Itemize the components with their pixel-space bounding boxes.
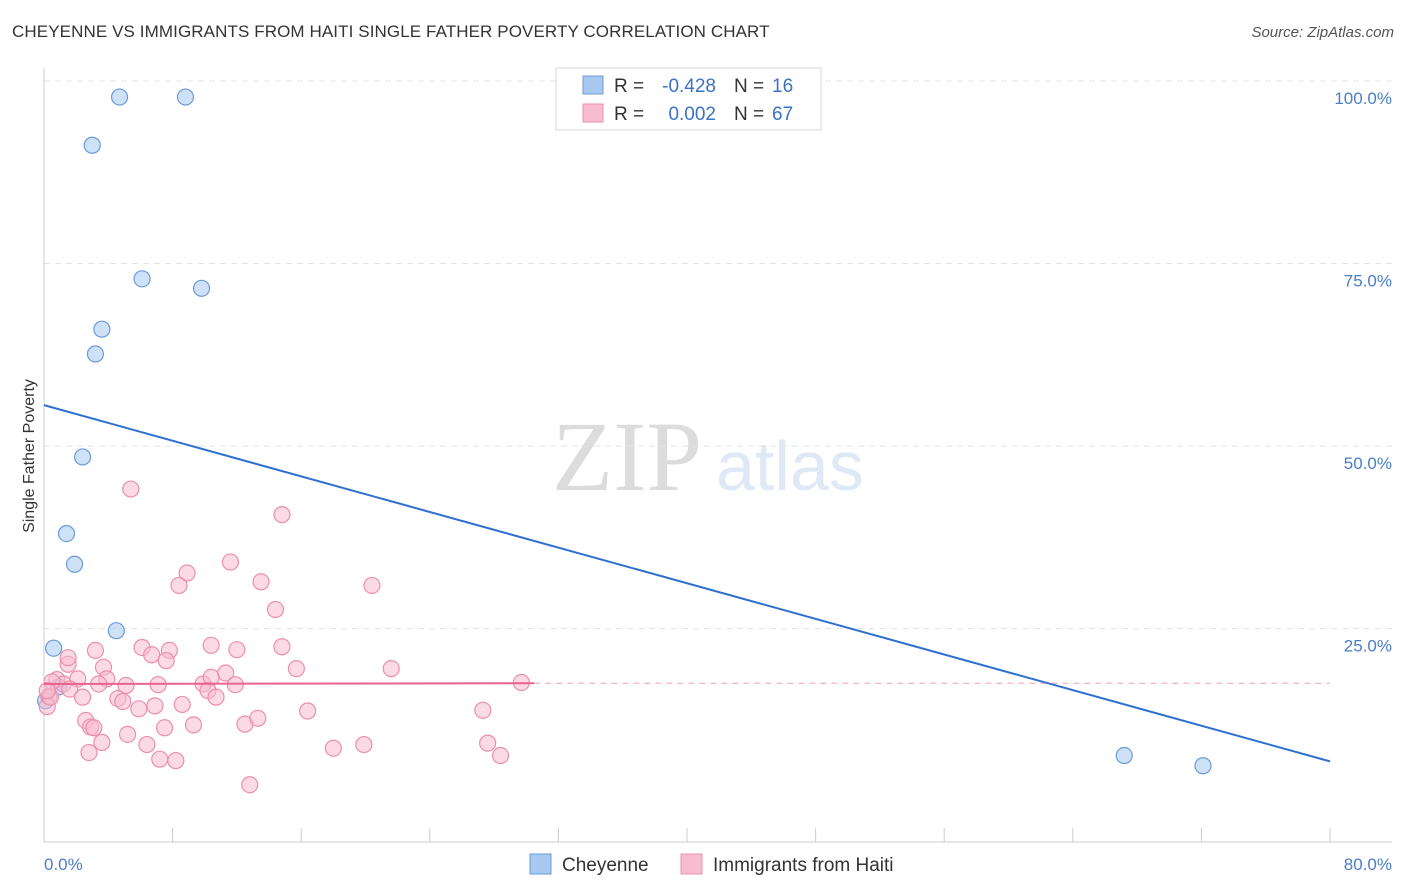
haiti-point: [207, 688, 225, 706]
haiti-point: [491, 746, 510, 765]
haiti-point: [252, 573, 270, 591]
haiti-point: [266, 600, 285, 619]
legend-swatch: [582, 103, 604, 123]
haiti-point: [170, 576, 188, 595]
cheyenne-point: [65, 555, 84, 573]
bottom-legend-swatch: [680, 853, 703, 875]
legend-r-label: R =: [614, 76, 644, 97]
cheyenne-point: [192, 279, 211, 297]
haiti-point: [173, 695, 191, 714]
cheyenne-point: [176, 88, 195, 106]
trend-lines: [43, 404, 1331, 763]
cheyenne-point: [110, 88, 129, 106]
chart-title: CHEYENNE VS IMMIGRANTS FROM HAITI SINGLE…: [12, 22, 770, 41]
haiti-point: [38, 681, 56, 700]
haiti-point: [151, 750, 169, 768]
haiti-point: [61, 680, 79, 698]
bottom-legend-swatch: [529, 853, 552, 875]
y-tick-label: 50.0%: [1344, 454, 1392, 473]
cheyenne-point: [86, 345, 105, 363]
haiti-point: [474, 701, 492, 719]
haiti-point: [146, 697, 164, 715]
haiti-point: [273, 638, 291, 656]
haiti-point: [226, 676, 244, 694]
y-axis-label: Single Father Poverty: [21, 379, 38, 533]
haiti-point: [138, 735, 156, 754]
data-points: [37, 88, 1212, 794]
haiti-point: [122, 480, 140, 498]
source-label: Source: ZipAtlas.com: [1251, 24, 1394, 41]
haiti-point: [324, 739, 342, 757]
haiti-point: [80, 743, 98, 762]
legend-swatch: [582, 75, 604, 95]
cheyenne-point: [107, 622, 125, 640]
haiti-point: [117, 676, 135, 695]
bottom-legend-label: Immigrants from Haiti: [713, 855, 894, 876]
haiti-point: [59, 649, 77, 667]
haiti-trend-line: [43, 682, 535, 685]
haiti-point: [86, 641, 105, 660]
cheyenne-point: [1194, 757, 1212, 775]
cheyenne-point: [133, 270, 151, 288]
legend-n-value: 67: [772, 104, 793, 125]
haiti-point: [221, 553, 240, 571]
haiti-point: [479, 734, 497, 752]
y-tick-label: 25.0%: [1344, 637, 1392, 656]
haiti-point: [155, 719, 174, 737]
x-tick-label: 80.0%: [1344, 855, 1392, 874]
y-tick-label: 75.0%: [1344, 272, 1392, 291]
haiti-point: [241, 776, 259, 794]
cheyenne-point: [45, 639, 63, 657]
legend: R = -0.428 N = 16 R = 0.002 N = 67: [555, 67, 822, 131]
legend-r-value: 0.002: [668, 104, 716, 125]
grid: [44, 80, 1392, 629]
haiti-point: [178, 564, 196, 582]
haiti-point: [287, 660, 305, 678]
cheyenne-point: [1115, 746, 1133, 765]
haiti-point: [363, 576, 381, 595]
watermark-zip: ZIP: [552, 401, 702, 512]
cheyenne-point: [57, 524, 76, 543]
haiti-point: [202, 636, 220, 654]
haiti-point: [273, 506, 291, 524]
bottom-legend-label: Cheyenne: [562, 855, 649, 876]
haiti-point: [184, 716, 203, 734]
haiti-point: [249, 709, 267, 727]
legend-r-value: -0.428: [662, 76, 716, 97]
cheyenne-point: [93, 320, 111, 338]
haiti-point: [93, 733, 111, 751]
legend-r-label: R =: [614, 104, 644, 125]
cheyenne-point: [83, 136, 101, 154]
axes: 25.0% 50.0% 75.0% 100.0% 0.0% 80.0%: [43, 68, 1392, 874]
haiti-point: [382, 660, 400, 678]
haiti-point: [143, 646, 161, 664]
watermark: ZIP atlas: [552, 401, 864, 512]
haiti-point: [228, 641, 246, 659]
legend-n-label: N =: [734, 104, 764, 125]
legend-n-label: N =: [734, 76, 764, 97]
y-tick-label: 100.0%: [1334, 89, 1392, 108]
cheyenne-point: [73, 448, 92, 466]
haiti-point: [73, 688, 92, 706]
cheyenne-trend-line: [43, 404, 1331, 763]
haiti-point: [85, 719, 103, 737]
haiti-point: [114, 692, 132, 711]
x-tick-label: 0.0%: [44, 855, 83, 874]
haiti-point: [130, 700, 148, 718]
haiti-point: [355, 735, 373, 754]
haiti-point: [167, 752, 185, 770]
legend-n-value: 16: [772, 76, 793, 97]
haiti-point: [157, 652, 175, 670]
haiti-point: [299, 702, 317, 720]
watermark-atlas: atlas: [716, 427, 864, 505]
haiti-point: [118, 725, 137, 743]
bottom-legend: Cheyenne Immigrants from Haiti: [529, 853, 894, 876]
